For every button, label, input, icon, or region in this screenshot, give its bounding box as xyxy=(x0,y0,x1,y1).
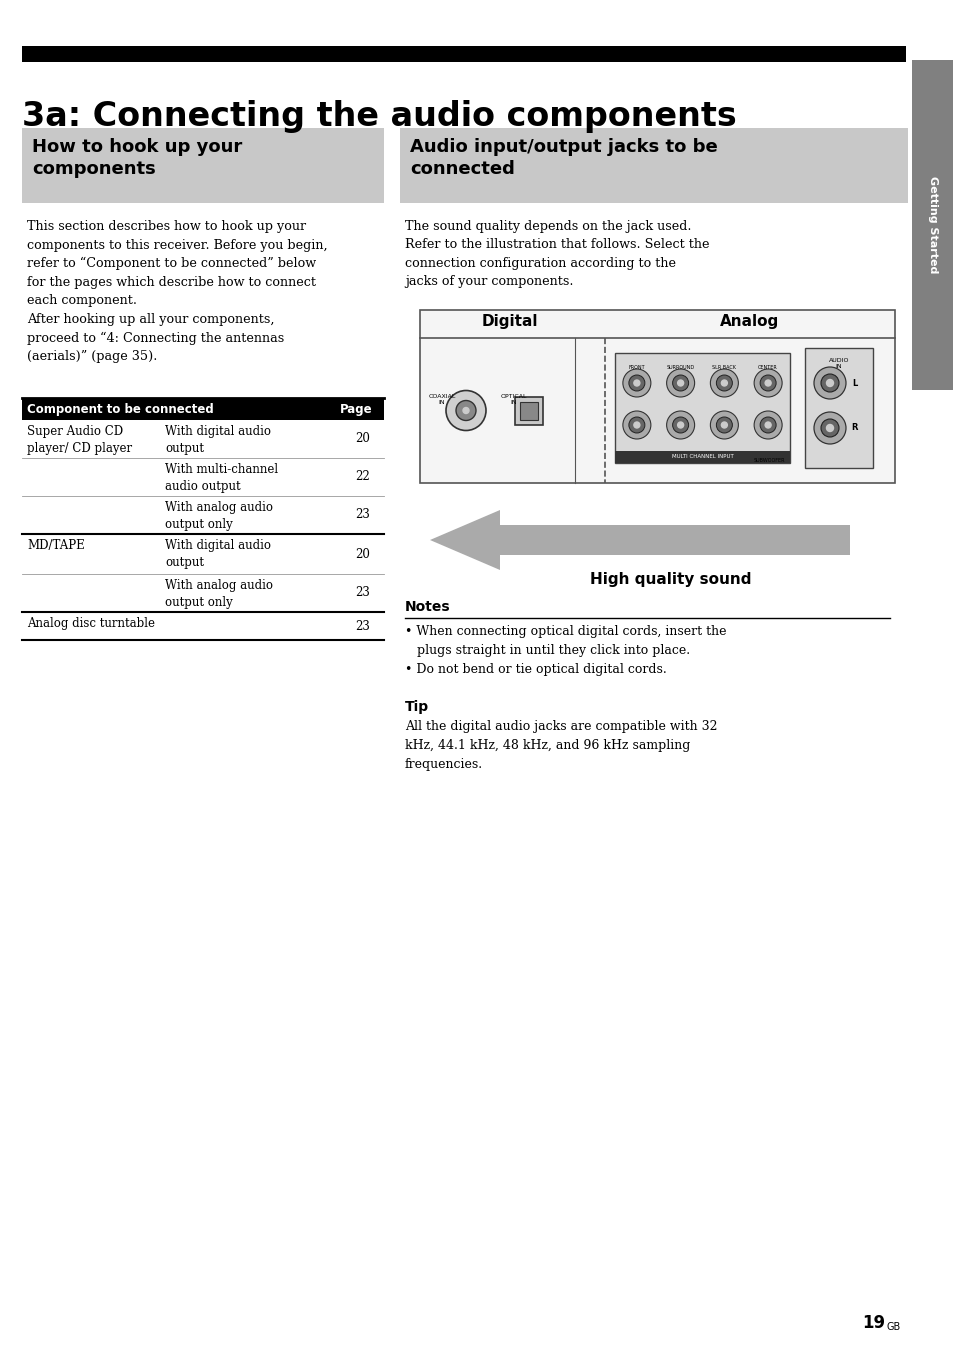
Bar xyxy=(22,128,384,203)
Text: MD/TAPE: MD/TAPE xyxy=(27,539,85,552)
Bar xyxy=(22,575,384,612)
Circle shape xyxy=(813,412,845,443)
Text: Page: Page xyxy=(339,403,373,416)
Circle shape xyxy=(720,422,726,429)
Text: AUDIO
IN: AUDIO IN xyxy=(828,358,848,369)
Text: With analog audio
output only: With analog audio output only xyxy=(165,579,273,608)
Bar xyxy=(22,46,905,62)
Bar xyxy=(22,612,384,639)
Text: 20: 20 xyxy=(355,433,370,446)
Circle shape xyxy=(446,391,485,430)
Text: Audio input/output jacks to be
connected: Audio input/output jacks to be connected xyxy=(410,138,717,178)
Circle shape xyxy=(764,422,770,429)
Circle shape xyxy=(760,375,776,391)
Bar xyxy=(22,534,384,575)
Bar xyxy=(22,458,384,496)
Text: Getting Started: Getting Started xyxy=(927,176,937,273)
Circle shape xyxy=(716,416,732,433)
Bar xyxy=(419,310,894,483)
Text: With digital audio
output: With digital audio output xyxy=(165,539,271,569)
Text: The sound quality depends on the jack used.
Refer to the illustration that follo: The sound quality depends on the jack us… xyxy=(405,220,709,288)
Bar xyxy=(399,128,907,203)
Circle shape xyxy=(716,375,732,391)
Text: This section describes how to hook up your
components to this receiver. Before y: This section describes how to hook up yo… xyxy=(27,220,327,364)
Text: R: R xyxy=(851,423,858,433)
Text: L: L xyxy=(851,379,857,388)
Text: 3a: Connecting the audio components: 3a: Connecting the audio components xyxy=(22,100,736,132)
Circle shape xyxy=(825,380,833,387)
Circle shape xyxy=(821,375,838,392)
Text: 19: 19 xyxy=(861,1314,884,1332)
Text: High quality sound: High quality sound xyxy=(589,572,751,587)
Circle shape xyxy=(666,411,694,439)
Circle shape xyxy=(462,407,469,414)
Circle shape xyxy=(628,375,644,391)
Text: COAXIAL: COAXIAL xyxy=(428,393,456,399)
Text: Super Audio CD
player/ CD player: Super Audio CD player/ CD player xyxy=(27,425,132,456)
Circle shape xyxy=(760,416,776,433)
Circle shape xyxy=(677,422,683,429)
Circle shape xyxy=(710,369,738,397)
Circle shape xyxy=(672,375,688,391)
Text: CENTER: CENTER xyxy=(758,365,778,370)
Bar xyxy=(22,397,384,420)
Text: OPTICAL: OPTICAL xyxy=(500,393,527,399)
Text: 20: 20 xyxy=(355,548,370,561)
Text: 23: 23 xyxy=(355,619,370,633)
Polygon shape xyxy=(430,510,849,571)
Bar xyxy=(22,496,384,534)
Circle shape xyxy=(753,369,781,397)
Circle shape xyxy=(821,419,838,437)
Text: FRONT: FRONT xyxy=(628,365,644,370)
Text: IN: IN xyxy=(438,399,445,404)
Text: Component to be connected: Component to be connected xyxy=(27,403,213,416)
Text: SLR BACK: SLR BACK xyxy=(712,365,736,370)
Text: All the digital audio jacks are compatible with 32
kHz, 44.1 kHz, 48 kHz, and 96: All the digital audio jacks are compatib… xyxy=(405,721,717,771)
Text: Analog: Analog xyxy=(720,314,779,329)
Circle shape xyxy=(666,369,694,397)
Bar xyxy=(615,353,789,462)
Text: Analog disc turntable: Analog disc turntable xyxy=(27,617,154,630)
Text: Digital: Digital xyxy=(481,314,537,329)
Circle shape xyxy=(633,380,639,387)
Text: Tip: Tip xyxy=(405,700,429,714)
Text: With multi-channel
audio output: With multi-channel audio output xyxy=(165,462,278,493)
Circle shape xyxy=(633,422,639,429)
Circle shape xyxy=(672,416,688,433)
Circle shape xyxy=(813,366,845,399)
Circle shape xyxy=(628,416,644,433)
Bar xyxy=(804,347,872,468)
Circle shape xyxy=(456,400,476,420)
Text: 23: 23 xyxy=(355,508,370,522)
Circle shape xyxy=(677,380,683,387)
Text: How to hook up your
components: How to hook up your components xyxy=(32,138,242,178)
Circle shape xyxy=(622,369,650,397)
Text: • When connecting optical digital cords, insert the
   plugs straight in until t: • When connecting optical digital cords,… xyxy=(405,625,726,676)
Circle shape xyxy=(764,380,770,387)
Bar xyxy=(911,59,953,389)
Text: 23: 23 xyxy=(355,587,370,599)
Bar xyxy=(615,452,789,462)
Circle shape xyxy=(622,411,650,439)
Text: 22: 22 xyxy=(355,470,370,484)
Bar xyxy=(519,402,537,419)
Text: With digital audio
output: With digital audio output xyxy=(165,425,271,456)
Text: SURROUND: SURROUND xyxy=(666,365,694,370)
Circle shape xyxy=(710,411,738,439)
Text: IN: IN xyxy=(510,399,517,404)
Circle shape xyxy=(753,411,781,439)
Text: Notes: Notes xyxy=(405,600,450,614)
Text: With analog audio
output only: With analog audio output only xyxy=(165,502,273,531)
Text: MULTI CHANNEL INPUT: MULTI CHANNEL INPUT xyxy=(671,454,733,460)
Text: SUBWOOFER: SUBWOOFER xyxy=(753,458,784,462)
Bar xyxy=(515,396,542,425)
Circle shape xyxy=(825,425,833,431)
Circle shape xyxy=(720,380,726,387)
Text: GB: GB xyxy=(886,1322,901,1332)
Bar xyxy=(22,420,384,458)
